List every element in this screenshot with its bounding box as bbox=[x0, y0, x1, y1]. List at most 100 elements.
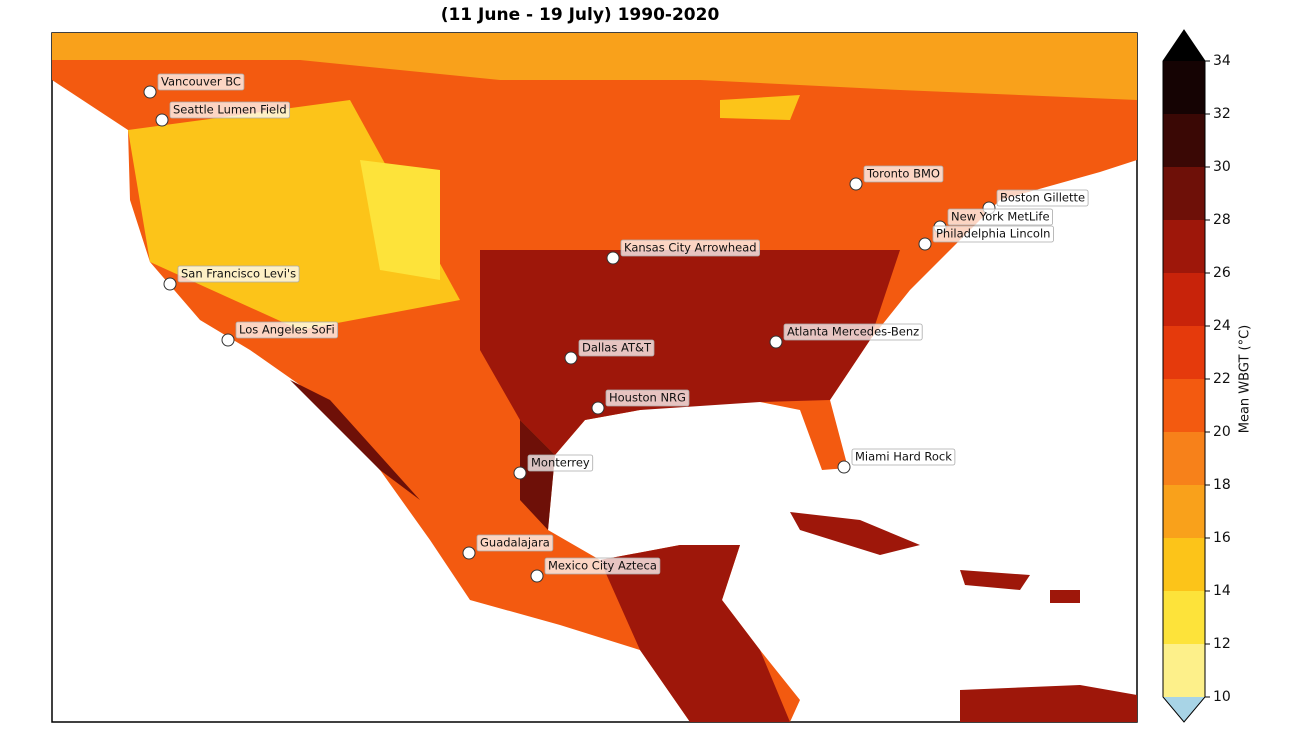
city: Kansas City Arrowhead bbox=[606, 239, 760, 265]
southeast-region bbox=[480, 250, 900, 455]
colorbar-band bbox=[1163, 432, 1205, 485]
central-america bbox=[600, 545, 790, 722]
colorbar-band bbox=[1163, 61, 1205, 114]
city-label: Atlanta Mercedes-Benz bbox=[787, 325, 919, 339]
rockies-region bbox=[360, 160, 440, 280]
colorbar-band bbox=[1163, 114, 1205, 167]
city-marker bbox=[155, 113, 169, 127]
city-marker bbox=[849, 177, 863, 191]
city-label: Miami Hard Rock bbox=[855, 450, 952, 464]
coastal-region bbox=[290, 380, 555, 530]
colorbar-band bbox=[1163, 220, 1205, 273]
city-marker bbox=[221, 333, 235, 347]
city-marker bbox=[606, 251, 620, 265]
city: Los Angeles SoFi bbox=[221, 321, 339, 347]
city-label: Houston NRG bbox=[609, 391, 686, 405]
city-marker bbox=[769, 335, 783, 349]
city-label-box bbox=[947, 208, 1053, 226]
city-label-box bbox=[783, 323, 923, 341]
city: Toronto BMO bbox=[849, 165, 944, 191]
colorbar-tick-label: 24 bbox=[1213, 318, 1231, 334]
city-label-box bbox=[578, 339, 655, 357]
colorbar-band bbox=[1163, 167, 1205, 220]
city-marker bbox=[163, 277, 177, 291]
city: Atlanta Mercedes-Benz bbox=[769, 323, 923, 349]
city-marker bbox=[462, 546, 476, 560]
city-label: Monterrey bbox=[531, 456, 590, 470]
city: San Francisco Levi's bbox=[163, 265, 300, 291]
city: Boston Gillette bbox=[982, 189, 1089, 215]
city: Dallas AT&T bbox=[564, 339, 655, 365]
city-marker bbox=[530, 569, 544, 583]
colorbar-tick-label: 26 bbox=[1213, 265, 1231, 281]
colorbar-band bbox=[1163, 644, 1205, 697]
city: Mexico City Azteca bbox=[530, 557, 661, 583]
colorbar-under bbox=[1163, 697, 1205, 722]
colorbar-band bbox=[1163, 591, 1205, 644]
colorbar-tick-label: 10 bbox=[1213, 689, 1231, 705]
city-label-box bbox=[932, 225, 1054, 243]
city-label: Guadalajara bbox=[480, 536, 550, 550]
title: (11 June - 19 July) 1990-2020 bbox=[441, 5, 720, 25]
colorbar-label: Mean WBGT (°C) bbox=[1238, 325, 1253, 434]
colorbar-tick-label: 22 bbox=[1213, 371, 1231, 387]
colorbar-band bbox=[1163, 326, 1205, 379]
city-label: New York MetLife bbox=[951, 210, 1050, 224]
colorbar-band bbox=[1163, 485, 1205, 538]
city: Miami Hard Rock bbox=[837, 448, 956, 474]
colorbar-tick-label: 34 bbox=[1213, 53, 1231, 69]
city: Houston NRG bbox=[591, 389, 690, 415]
city-marker bbox=[513, 466, 527, 480]
city-label-box bbox=[851, 448, 956, 466]
city-label: Vancouver BC bbox=[161, 75, 241, 89]
city-label: Toronto BMO bbox=[866, 167, 940, 181]
colorbar-tick-label: 20 bbox=[1213, 424, 1231, 440]
colorbar-band bbox=[1163, 379, 1205, 432]
cities: Vancouver BC Seattle Lumen Field San Franc… bbox=[143, 73, 1089, 583]
city: Monterrey bbox=[513, 454, 594, 480]
city-label-box bbox=[863, 165, 944, 183]
colorbar-tick-label: 18 bbox=[1213, 477, 1231, 493]
city: Vancouver BC bbox=[143, 73, 245, 99]
colorbar-tick-label: 28 bbox=[1213, 212, 1231, 228]
city-label: Philadelphia Lincoln bbox=[936, 227, 1050, 241]
city-label-box bbox=[157, 73, 245, 91]
city-label: Los Angeles SoFi bbox=[239, 323, 335, 337]
city-label: San Francisco Levi's bbox=[181, 267, 296, 281]
city-label: Seattle Lumen Field bbox=[173, 103, 287, 117]
city-marker bbox=[564, 351, 578, 365]
colorbar: 10 12 14 16 18 20 22 24 26 28 30 32 34 Mean WBGT (°C) bbox=[1162, 29, 1253, 723]
colorbar-band bbox=[1163, 273, 1205, 326]
city-label-box bbox=[544, 557, 661, 575]
city: Philadelphia Lincoln bbox=[918, 225, 1054, 251]
city-label-box bbox=[996, 189, 1089, 207]
islands bbox=[790, 512, 1137, 722]
colorbar-tick-label: 16 bbox=[1213, 530, 1231, 546]
colorbar-band bbox=[1163, 538, 1205, 591]
city-label-box bbox=[169, 101, 291, 119]
city-label: Boston Gillette bbox=[1000, 191, 1085, 205]
city-label-box bbox=[235, 321, 339, 339]
city-label: Dallas AT&T bbox=[582, 341, 652, 355]
city: New York MetLife bbox=[933, 208, 1053, 234]
colorbar-tick-label: 30 bbox=[1213, 159, 1231, 175]
city-marker bbox=[837, 460, 851, 474]
city-label-box bbox=[620, 239, 760, 257]
city: Seattle Lumen Field bbox=[155, 101, 291, 127]
hudson-area bbox=[720, 95, 800, 120]
north-region bbox=[52, 33, 1137, 100]
colorbar-over bbox=[1163, 30, 1205, 61]
city-label: Mexico City Azteca bbox=[548, 559, 657, 573]
city-marker bbox=[918, 237, 932, 251]
city-label-box bbox=[177, 265, 300, 283]
city-label-box bbox=[527, 454, 594, 472]
city-marker bbox=[143, 85, 157, 99]
city: Guadalajara bbox=[462, 534, 554, 560]
colorbar-tick-label: 14 bbox=[1213, 583, 1231, 599]
city-label-box bbox=[605, 389, 690, 407]
city-label-box bbox=[476, 534, 554, 552]
map bbox=[51, 32, 1138, 723]
colorbar-tick-label: 32 bbox=[1213, 106, 1231, 122]
